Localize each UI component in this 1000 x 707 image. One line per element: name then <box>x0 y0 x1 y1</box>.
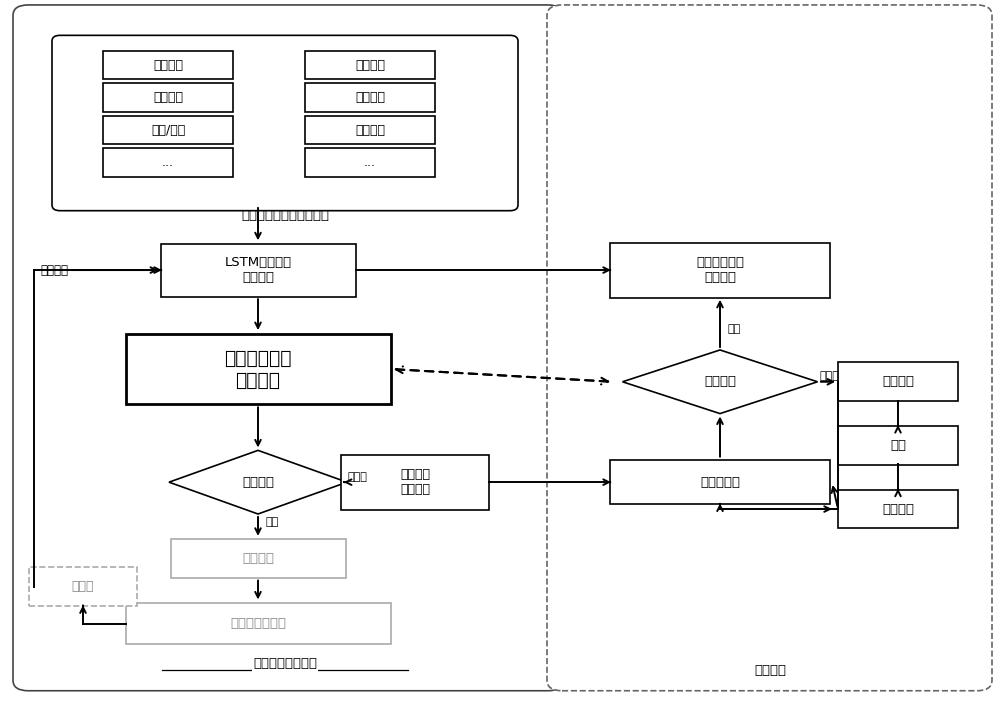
FancyBboxPatch shape <box>610 460 830 505</box>
Polygon shape <box>169 450 347 514</box>
Text: 适应性计算: 适应性计算 <box>700 476 740 489</box>
Text: 压力阈値: 压力阈値 <box>153 91 183 104</box>
Text: 输出最优神经
网格参数: 输出最优神经 网格参数 <box>696 256 744 284</box>
FancyBboxPatch shape <box>305 51 435 79</box>
Text: LSTM深度学习
神经网格: LSTM深度学习 神经网格 <box>224 256 292 284</box>
FancyBboxPatch shape <box>305 83 435 112</box>
FancyBboxPatch shape <box>170 539 346 578</box>
Text: 各处湿度: 各处湿度 <box>355 124 385 136</box>
Text: 电流/功率: 电流/功率 <box>151 124 185 136</box>
Text: 通过: 通过 <box>265 518 278 527</box>
Text: 预测模型: 预测模型 <box>242 552 274 565</box>
Text: 精度校核: 精度校核 <box>242 476 274 489</box>
Text: 时间参数: 时间参数 <box>153 59 183 71</box>
FancyBboxPatch shape <box>29 567 137 606</box>
FancyBboxPatch shape <box>103 116 233 144</box>
Text: 系统需求预测
动态模型: 系统需求预测 动态模型 <box>224 349 292 390</box>
FancyBboxPatch shape <box>126 604 390 643</box>
FancyBboxPatch shape <box>52 35 518 211</box>
Text: 通过: 通过 <box>727 324 740 334</box>
FancyBboxPatch shape <box>103 148 233 177</box>
Text: 遗传算法: 遗传算法 <box>754 664 786 677</box>
Text: 模型优化及其控制: 模型优化及其控制 <box>253 658 317 670</box>
Text: 控制器: 控制器 <box>72 580 94 593</box>
FancyBboxPatch shape <box>13 5 563 691</box>
Text: 未通过: 未通过 <box>348 472 368 482</box>
Text: 各处温度: 各处温度 <box>355 91 385 104</box>
Text: ...: ... <box>364 156 376 169</box>
Text: 人工选择: 人工选择 <box>882 375 914 388</box>
FancyBboxPatch shape <box>160 243 356 297</box>
FancyBboxPatch shape <box>610 243 830 298</box>
FancyBboxPatch shape <box>103 83 233 112</box>
FancyBboxPatch shape <box>838 426 958 465</box>
Text: 交叉: 交叉 <box>890 439 906 452</box>
Text: 各处压力: 各处压力 <box>355 59 385 71</box>
Text: 约束条件: 约束条件 <box>40 264 68 276</box>
FancyBboxPatch shape <box>341 455 489 510</box>
FancyBboxPatch shape <box>103 51 233 79</box>
FancyBboxPatch shape <box>838 362 958 402</box>
Text: 未通过: 未通过 <box>820 371 840 381</box>
FancyBboxPatch shape <box>547 5 992 691</box>
Text: 输入变量与输出量数据组: 输入变量与输出量数据组 <box>241 209 329 222</box>
Text: 神经网格
二次拟合: 神经网格 二次拟合 <box>400 468 430 496</box>
FancyBboxPatch shape <box>305 148 435 177</box>
FancyBboxPatch shape <box>126 334 390 404</box>
FancyBboxPatch shape <box>838 489 958 529</box>
FancyBboxPatch shape <box>305 116 435 144</box>
Text: 稳定子代: 稳定子代 <box>704 375 736 388</box>
Text: ...: ... <box>162 156 174 169</box>
Text: 输出控制变量组: 输出控制变量组 <box>230 617 286 630</box>
Text: 自然变异: 自然变异 <box>882 503 914 515</box>
Polygon shape <box>622 350 818 414</box>
